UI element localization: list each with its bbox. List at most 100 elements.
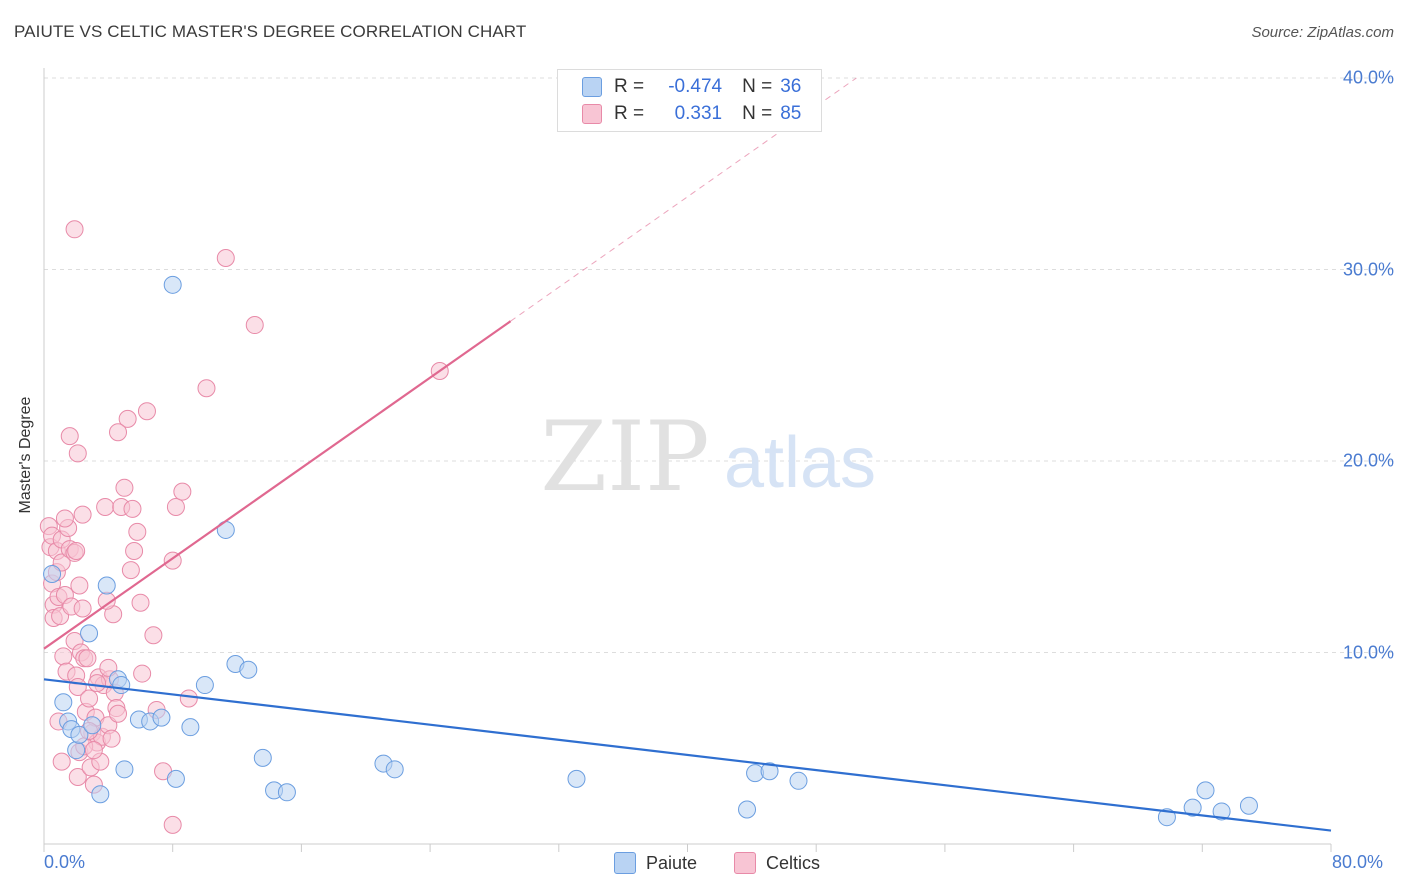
celtics-point xyxy=(99,658,118,677)
celtics-point xyxy=(65,220,84,239)
correlation-legend: R = -0.474 N = 36 R = 0.331 N = 85 xyxy=(557,69,822,132)
legend-paiute-r-value: -0.474 xyxy=(668,76,723,97)
celtics-legend-swatch xyxy=(734,852,756,874)
paiute-point xyxy=(1157,808,1176,827)
paiute-point xyxy=(760,762,779,781)
grid-lines xyxy=(44,77,1392,653)
legend-row-celtics: R = 0.331 N = 85 xyxy=(582,102,801,126)
watermark-zip: ZIP xyxy=(540,401,709,513)
celtics-point xyxy=(118,409,137,428)
celtics-point xyxy=(73,599,92,618)
paiute-point xyxy=(738,800,757,819)
source-credit: Source: ZipAtlas.com xyxy=(1251,24,1394,41)
paiute-point xyxy=(115,760,134,779)
paiute-trend-line xyxy=(43,678,1332,832)
legend-paiute-n-value: 36 xyxy=(780,76,802,97)
celtics-point xyxy=(52,752,71,771)
celtics-point xyxy=(68,767,87,786)
celtics-point xyxy=(109,423,128,442)
celtics-point xyxy=(102,729,121,748)
legend-celtics-n-value: 85 xyxy=(780,103,802,124)
celtics-trend-line xyxy=(43,320,512,650)
celtics-point xyxy=(78,649,97,668)
legend-celtics-n-label: N = xyxy=(742,103,773,124)
celtics-legend-label: Celtics xyxy=(766,852,821,873)
y-tick-label: 20.0% xyxy=(1342,450,1394,471)
paiute-point xyxy=(567,769,586,788)
paiute-point xyxy=(152,708,171,727)
paiute-point xyxy=(70,725,89,744)
celtics-point xyxy=(131,593,150,612)
celtics-point xyxy=(133,664,152,683)
x-tick-min: 0.0% xyxy=(44,852,86,872)
watermark: ZIP atlas xyxy=(540,401,876,513)
legend-celtics-r-label: R = xyxy=(614,103,645,124)
celtics-point xyxy=(216,249,235,268)
legend-row-paiute: R = -0.474 N = 36 xyxy=(582,75,801,99)
celtics-point xyxy=(67,542,86,561)
celtics-points xyxy=(39,220,449,834)
celtics-point xyxy=(60,427,79,446)
y-tick-label: 10.0% xyxy=(1342,642,1394,662)
celtics-point xyxy=(55,509,74,528)
paiute-point xyxy=(163,275,182,294)
legend-paiute-n-label: N = xyxy=(742,76,773,97)
paiute-point xyxy=(385,760,404,779)
paiute-point xyxy=(1196,781,1215,800)
legend-celtics-r-value: 0.331 xyxy=(674,103,723,124)
paiute-swatch xyxy=(582,77,602,97)
celtics-point xyxy=(115,478,134,497)
paiute-point xyxy=(112,676,131,695)
paiute-point xyxy=(181,718,200,737)
celtics-point xyxy=(173,482,192,501)
celtics-point xyxy=(166,497,185,516)
paiute-point xyxy=(195,676,214,695)
paiute-points xyxy=(43,275,1258,827)
axes xyxy=(43,68,1332,852)
paiute-point xyxy=(67,741,86,760)
paiute-legend-label: Paiute xyxy=(646,852,698,873)
celtics-point xyxy=(73,505,92,524)
paiute-point xyxy=(166,769,185,788)
celtics-point xyxy=(125,542,144,561)
bottom-legend-celtics: Celtics xyxy=(734,852,820,874)
celtics-point xyxy=(84,741,103,760)
celtics-swatch xyxy=(582,104,602,124)
celtics-point xyxy=(121,561,140,580)
paiute-point xyxy=(239,660,258,679)
paiute-point xyxy=(91,785,110,804)
celtics-point xyxy=(70,576,89,595)
paiute-legend-swatch xyxy=(614,852,636,874)
celtics-point xyxy=(88,674,107,693)
celtics-point xyxy=(96,497,115,516)
celtics-point xyxy=(54,647,73,666)
celtics-point xyxy=(109,704,128,723)
chart-title: PAIUTE VS CELTIC MASTER'S DEGREE CORRELA… xyxy=(14,22,527,41)
paiute-point xyxy=(43,564,62,583)
bottom-legend-paiute: Paiute xyxy=(614,852,697,874)
paiute-point xyxy=(1239,796,1258,815)
celtics-point xyxy=(144,626,163,645)
celtics-point xyxy=(68,444,87,463)
y-tick-label: 40.0% xyxy=(1342,67,1394,88)
celtics-point xyxy=(179,689,198,708)
celtics-point xyxy=(52,553,71,572)
paiute-point xyxy=(80,624,99,643)
celtics-point xyxy=(123,499,142,518)
legend-paiute-r-label: R = xyxy=(614,76,645,97)
paiute-point xyxy=(83,716,102,735)
paiute-point xyxy=(97,576,116,595)
y-tick-label: 30.0% xyxy=(1342,259,1394,279)
celtics-point xyxy=(163,815,182,834)
celtics-point xyxy=(80,689,99,708)
paiute-point xyxy=(277,783,296,802)
celtics-point xyxy=(197,379,216,398)
paiute-point xyxy=(1212,802,1231,821)
celtics-point xyxy=(128,522,147,541)
watermark-atlas: atlas xyxy=(724,423,876,503)
x-tick-max: 80.0% xyxy=(1332,852,1384,872)
paiute-point xyxy=(253,748,272,767)
paiute-point xyxy=(54,693,73,712)
paiute-point xyxy=(1183,798,1202,817)
